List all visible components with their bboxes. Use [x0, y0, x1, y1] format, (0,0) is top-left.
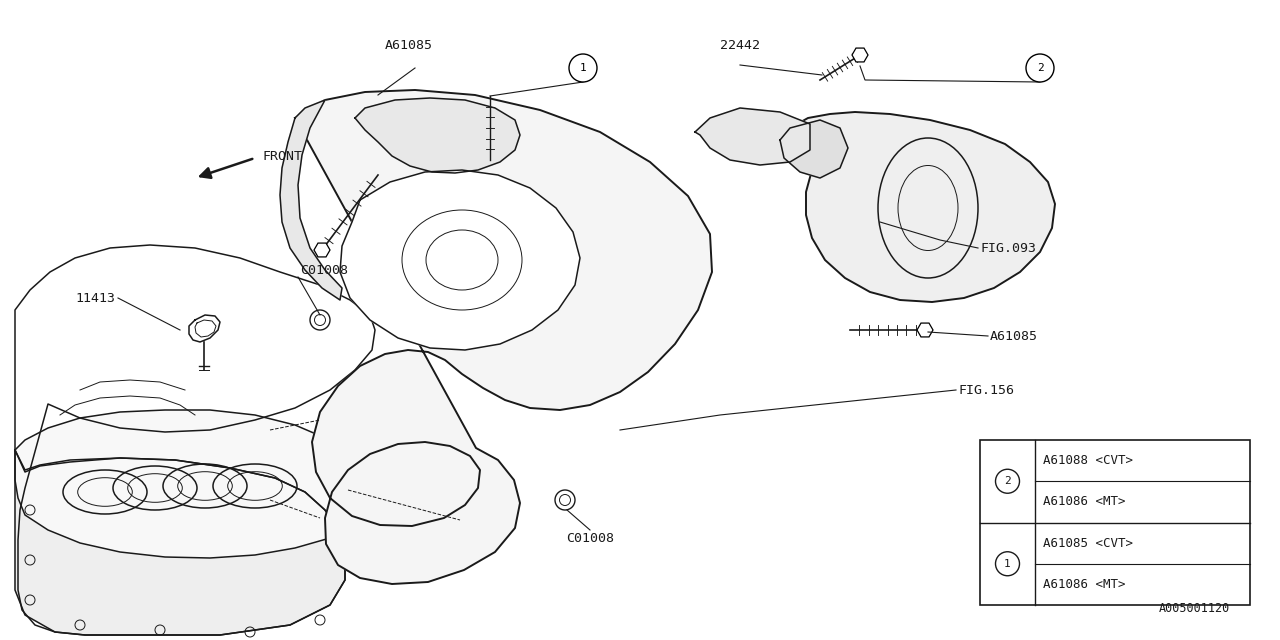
Polygon shape: [15, 410, 375, 558]
Polygon shape: [780, 112, 1055, 302]
Text: 2: 2: [1004, 476, 1011, 486]
Text: FIG.093: FIG.093: [980, 241, 1036, 255]
Polygon shape: [15, 450, 346, 635]
Text: A61086 <MT>: A61086 <MT>: [1043, 495, 1125, 508]
Text: FIG.156: FIG.156: [957, 383, 1014, 397]
Text: A61085 <CVT>: A61085 <CVT>: [1043, 536, 1133, 550]
Text: FRONT: FRONT: [262, 150, 302, 163]
Text: 1: 1: [1004, 559, 1011, 569]
Text: A61088 <CVT>: A61088 <CVT>: [1043, 454, 1133, 467]
Text: 22442: 22442: [719, 39, 760, 52]
Polygon shape: [780, 120, 849, 178]
Circle shape: [310, 310, 330, 330]
Text: 2: 2: [1037, 63, 1043, 73]
Polygon shape: [280, 100, 342, 300]
Circle shape: [570, 54, 596, 82]
Text: A61085: A61085: [385, 39, 433, 52]
Text: 1: 1: [580, 63, 586, 73]
Text: 11413: 11413: [76, 291, 115, 305]
Polygon shape: [294, 90, 712, 584]
Polygon shape: [695, 108, 810, 165]
Circle shape: [1027, 54, 1053, 82]
Circle shape: [556, 490, 575, 510]
Bar: [980, 440, 1251, 605]
Polygon shape: [189, 315, 220, 342]
Text: A61085: A61085: [989, 330, 1038, 342]
Text: C01008: C01008: [566, 532, 614, 545]
Circle shape: [996, 552, 1019, 576]
Polygon shape: [340, 170, 580, 350]
Text: A61086 <MT>: A61086 <MT>: [1043, 578, 1125, 591]
Circle shape: [996, 469, 1019, 493]
Text: A005001120: A005001120: [1158, 602, 1230, 615]
Text: C01008: C01008: [300, 264, 348, 276]
Polygon shape: [355, 98, 520, 173]
